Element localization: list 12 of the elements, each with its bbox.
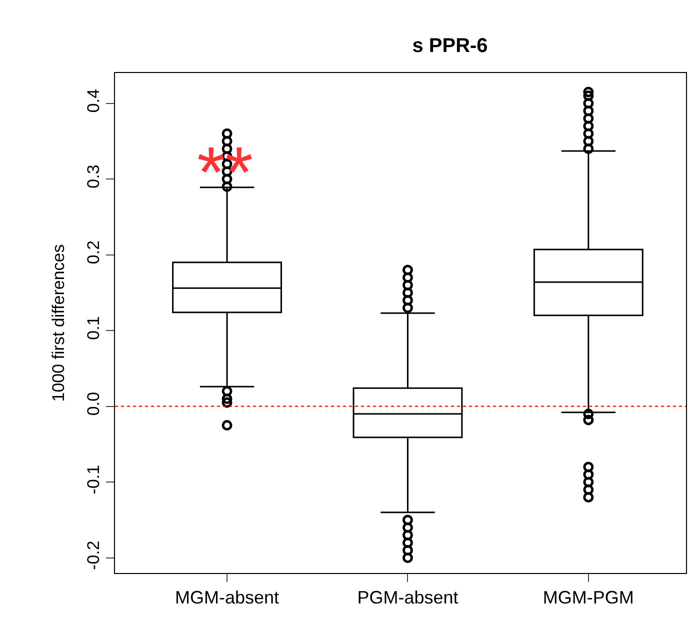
y-axis-title: 1000 first differences — [48, 244, 68, 402]
x-tick-label: MGM-absent — [175, 588, 280, 608]
y-tick-label: 0.0 — [84, 392, 104, 416]
x-tick-label: PGM-absent — [357, 588, 458, 608]
y-tick-label: -0.1 — [84, 464, 104, 494]
y-tick-label: 0.4 — [84, 88, 104, 113]
y-tick-label: 0.2 — [84, 240, 104, 264]
y-tick-label: 0.3 — [84, 164, 104, 188]
chart-title: s PPR-6 — [412, 35, 488, 57]
x-tick-label: MGM-PGM — [542, 588, 634, 608]
y-tick-label: -0.2 — [84, 540, 104, 570]
y-tick-label: 0.1 — [84, 316, 104, 340]
